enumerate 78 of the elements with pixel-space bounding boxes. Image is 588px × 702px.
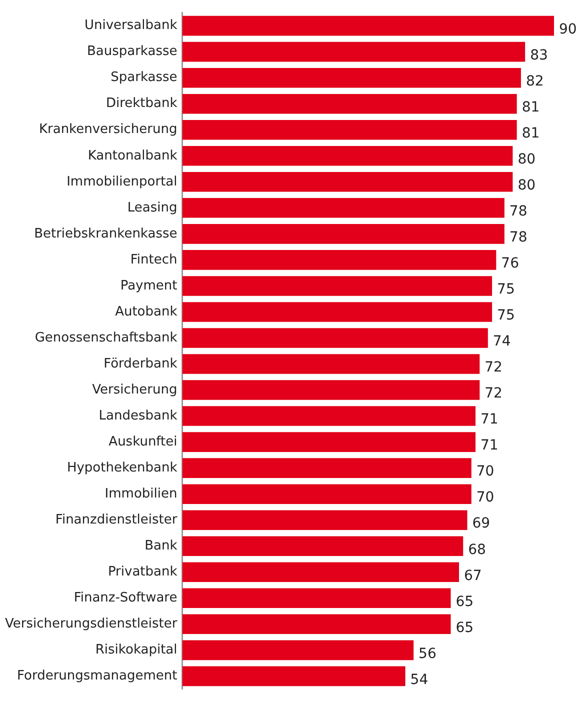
data-label: 72 [484,386,502,402]
bar [182,510,468,530]
bar [182,120,517,140]
data-label: 81 [522,99,540,116]
bar [182,588,451,608]
bar [182,94,517,114]
bar [182,16,554,36]
y-tick-label: Autobank [115,304,178,320]
data-label: 80 [518,178,536,194]
y-tick-label: Hypothekenbank [66,460,178,476]
data-label: 78 [509,204,528,220]
bar [182,250,496,270]
y-tick-label: Versicherung [92,382,178,398]
bar [182,198,504,218]
data-label: 69 [472,516,490,532]
bar [182,68,521,88]
y-tick-label: Krankenversicherung [38,122,178,138]
data-label: 70 [476,464,494,480]
bar [182,614,451,634]
y-tick-label: Auskunftei [108,434,178,450]
bar [182,562,459,582]
data-label: 82 [526,73,544,90]
bar [182,640,414,660]
data-label: 67 [464,568,482,584]
bar [182,146,513,166]
bar [182,484,472,504]
bar [182,380,480,400]
data-label: 71 [480,438,498,454]
bar [182,42,526,62]
data-label: 78 [509,230,528,246]
data-label: 71 [480,412,498,428]
data-label: 83 [530,47,548,64]
data-label: 75 [497,282,515,298]
bar [182,276,492,296]
data-label: 74 [492,334,511,350]
bar [182,432,476,452]
y-tick-label: Genossenschaftsbank [34,330,178,346]
y-tick-label: Sparkasse [110,70,178,86]
data-label: 56 [418,646,436,662]
data-label: 90 [559,21,577,38]
y-tick-label: Fintech [130,252,178,268]
data-label: 54 [410,672,428,688]
y-tick-label: Kantonalbank [88,148,178,164]
bar [182,224,504,244]
data-label: 72 [484,360,502,376]
bar [182,458,472,478]
y-tick-label: Betriebskrankenkasse [34,226,178,242]
data-label: 75 [497,308,515,324]
data-label: 65 [456,620,474,636]
data-label: 80 [518,152,536,168]
bar [182,536,464,556]
y-tick-label: Versicherungsdienstleister [5,616,178,632]
bar [182,172,513,192]
bar [182,302,492,322]
y-tick-label: Forderungsmanagement [16,668,178,684]
y-tick-label: Finanzdienstleister [55,512,178,528]
y-tick-label: Bausparkasse [86,44,178,60]
data-label: 76 [501,256,520,272]
data-label: 81 [522,126,540,142]
bar [182,354,480,374]
y-tick-label: Immobilienportal [66,174,178,190]
y-tick-label: Risikokapital [95,642,178,658]
data-label: 68 [468,542,486,558]
y-tick-label: Leasing [127,200,178,216]
y-tick-label: Landesbank [98,408,178,424]
bar [182,406,476,426]
bar [182,666,406,686]
y-tick-label: Bank [144,538,178,554]
y-tick-label: Payment [120,278,178,294]
data-label: 65 [456,594,474,610]
y-tick-label: Förderbank [104,356,178,372]
y-tick-label: Direktbank [106,96,178,112]
y-tick-label: Privatbank [108,564,178,580]
y-tick-label: Immobilien [104,486,178,502]
y-tick-label: Finanz-Software [74,590,178,606]
bar [182,328,488,348]
y-tick-label: Universalbank [84,18,178,34]
data-label: 70 [476,490,494,506]
